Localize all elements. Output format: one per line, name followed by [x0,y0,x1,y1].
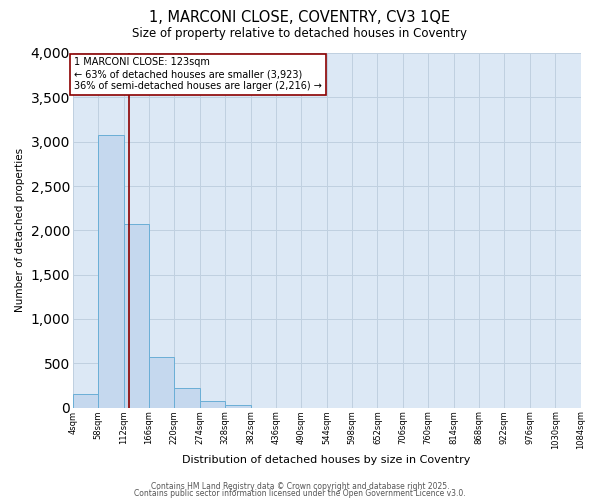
Bar [124,224,149,408]
Text: 1, MARCONI CLOSE, COVENTRY, CV3 1QE: 1, MARCONI CLOSE, COVENTRY, CV3 1QE [149,10,451,25]
Bar [149,356,175,408]
Y-axis label: Number of detached properties: Number of detached properties [15,148,25,312]
Bar [98,135,124,407]
Bar [200,401,225,407]
Bar [225,405,251,407]
Text: Contains public sector information licensed under the Open Government Licence v3: Contains public sector information licen… [134,489,466,498]
X-axis label: Distribution of detached houses by size in Coventry: Distribution of detached houses by size … [182,455,471,465]
Text: 1 MARCONI CLOSE: 123sqm
← 63% of detached houses are smaller (3,923)
36% of semi: 1 MARCONI CLOSE: 123sqm ← 63% of detache… [74,58,322,90]
Text: Contains HM Land Registry data © Crown copyright and database right 2025.: Contains HM Land Registry data © Crown c… [151,482,449,491]
Bar [175,388,200,407]
Text: Size of property relative to detached houses in Coventry: Size of property relative to detached ho… [133,28,467,40]
Bar [73,394,98,407]
